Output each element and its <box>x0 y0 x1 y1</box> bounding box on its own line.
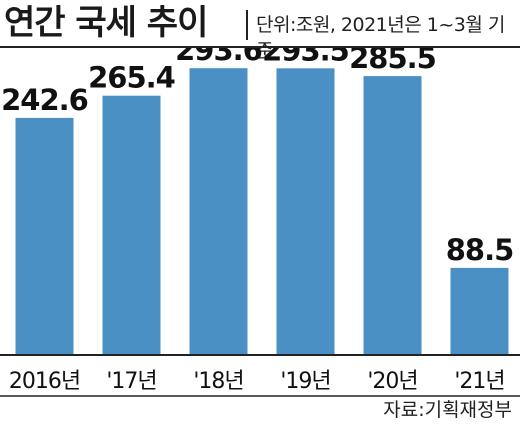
bar-value-label: 285.5 <box>349 48 436 75</box>
x-tick-label: '17년 <box>106 369 156 394</box>
x-tick-label: '19년 <box>280 369 330 394</box>
bar-0 <box>15 117 74 355</box>
bar-1 <box>102 95 161 354</box>
bar-3 <box>276 68 335 355</box>
bar-value-label: 293.6 <box>175 48 262 67</box>
bar-value-label: 265.4 <box>88 61 175 95</box>
bar-value-label: 242.6 <box>1 83 88 117</box>
bar-value-label: 293.5 <box>262 48 349 67</box>
x-tick-label: '18년 <box>193 369 243 394</box>
bar-value-label: 88.5 <box>446 233 514 267</box>
chart-title: 연간 국세 추이 <box>4 3 208 43</box>
x-tick-label: '20년 <box>367 369 417 394</box>
top-rule <box>0 46 520 48</box>
x-tick-label: '21년 <box>454 369 504 394</box>
bar-4 <box>363 76 422 354</box>
bar-5 <box>450 267 509 354</box>
bar-chart: 242.6 2016년 265.4 '17년 293.6 '18년 293.5 '19년 285… <box>0 48 520 397</box>
chart-subtitle: 단위:조원, 2021년은 1~3월 기준 <box>256 14 505 62</box>
source-note: 자료:기획재정부 <box>383 399 512 421</box>
bar-2 <box>189 68 248 354</box>
x-tick-label: 2016년 <box>9 369 80 394</box>
title-divider <box>246 10 248 40</box>
